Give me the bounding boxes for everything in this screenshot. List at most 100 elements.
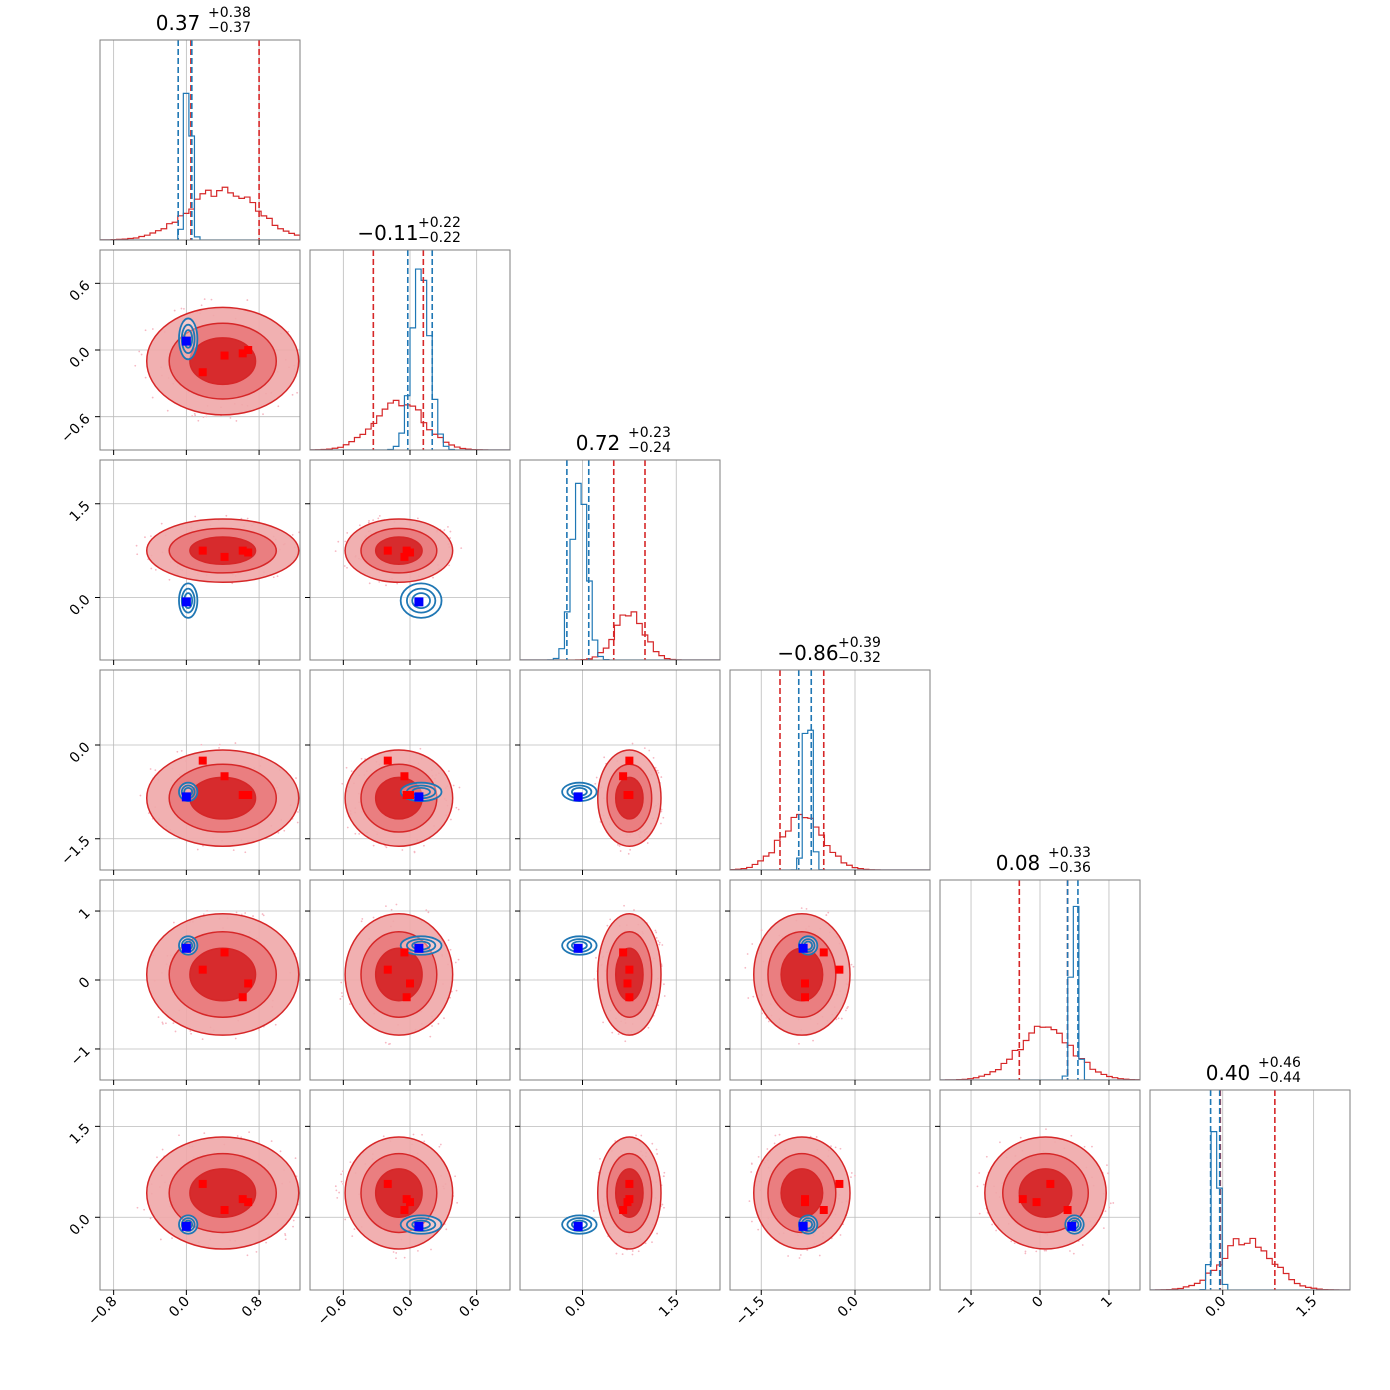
scatter-point bbox=[617, 1033, 620, 1035]
scatter-point bbox=[296, 391, 299, 394]
scatter-point bbox=[351, 1235, 354, 1238]
scatter-point bbox=[150, 567, 153, 570]
scatter-point bbox=[655, 1148, 658, 1151]
scatter-point bbox=[656, 1232, 658, 1235]
scatter-point bbox=[413, 850, 416, 853]
scatter-point bbox=[395, 1252, 398, 1254]
marker-red bbox=[625, 756, 634, 765]
scatter-point bbox=[144, 536, 146, 539]
histogram-blue bbox=[1150, 1131, 1350, 1290]
marker-blue bbox=[414, 943, 424, 953]
scatter-point bbox=[750, 1162, 753, 1165]
scatter-point bbox=[757, 1228, 760, 1231]
scatter-point bbox=[452, 784, 455, 787]
scatter-point bbox=[658, 941, 661, 944]
scatter-point bbox=[340, 981, 343, 984]
scatter-point bbox=[360, 757, 363, 760]
scatter-point bbox=[1081, 1244, 1084, 1246]
scatter-point bbox=[162, 1023, 164, 1025]
panel-0-0: 0.37 +0.38−0.37 bbox=[99, 5, 301, 245]
panel-title-minus: −0.22 bbox=[418, 230, 461, 246]
marker-red bbox=[623, 979, 632, 988]
panel-1-0 bbox=[95, 249, 301, 455]
scatter-point bbox=[644, 1242, 647, 1245]
panel-title-minus: −0.44 bbox=[1258, 1070, 1301, 1086]
scatter-point bbox=[835, 1018, 838, 1021]
scatter-point bbox=[358, 524, 361, 527]
y-tick-label: −1 bbox=[68, 1043, 94, 1069]
scatter-point bbox=[615, 1252, 618, 1255]
scatter-point bbox=[982, 1183, 985, 1186]
scatter-point bbox=[661, 944, 664, 946]
marker-red bbox=[198, 965, 207, 974]
scatter-point bbox=[839, 1234, 842, 1236]
scatter-point bbox=[1035, 1250, 1038, 1253]
y-tick-label: 0.0 bbox=[67, 1212, 94, 1239]
scatter-point bbox=[635, 1134, 637, 1137]
panel-title: 0.40 bbox=[1206, 1061, 1251, 1085]
scatter-point bbox=[240, 1136, 243, 1139]
panel-4-2 bbox=[515, 879, 721, 1085]
scatter-point bbox=[334, 550, 337, 553]
scatter-point bbox=[999, 1141, 1001, 1144]
x-tick-label: 0.0 bbox=[166, 1294, 193, 1321]
contour-red bbox=[189, 337, 257, 386]
scatter-point bbox=[246, 299, 249, 301]
scatter-point bbox=[246, 1254, 249, 1257]
scatter-point bbox=[191, 415, 194, 417]
scatter-point bbox=[291, 534, 294, 536]
scatter-point bbox=[160, 522, 163, 525]
scatter-point bbox=[302, 1197, 304, 1199]
marker-red bbox=[819, 1206, 828, 1214]
scatter-point bbox=[305, 965, 307, 967]
scatter-point bbox=[592, 1210, 595, 1212]
x-tick-label: −1.5 bbox=[733, 1294, 768, 1329]
panel-5-5: 0.40 +0.46−0.44 bbox=[1149, 1055, 1351, 1295]
scatter-point bbox=[284, 1234, 287, 1237]
scatter-point bbox=[156, 1156, 158, 1159]
scatter-point bbox=[640, 1134, 643, 1137]
marker-red bbox=[625, 791, 634, 799]
scatter-point bbox=[460, 547, 463, 549]
marker-red bbox=[619, 1206, 628, 1214]
scatter-point bbox=[272, 576, 275, 579]
scatter-point bbox=[1104, 1210, 1107, 1213]
scatter-point bbox=[834, 1146, 837, 1149]
scatter-point bbox=[180, 749, 183, 752]
marker-red bbox=[1032, 1198, 1041, 1207]
scatter-point bbox=[654, 929, 657, 932]
scatter-point bbox=[378, 514, 381, 517]
scatter-point bbox=[134, 364, 137, 367]
marker-red bbox=[400, 1206, 409, 1214]
scatter-point bbox=[173, 309, 176, 312]
scatter-point bbox=[852, 965, 855, 968]
panel-title: 0.72 bbox=[576, 431, 621, 455]
scatter-point bbox=[774, 1134, 777, 1137]
scatter-point bbox=[294, 1157, 297, 1160]
marker-blue bbox=[181, 792, 191, 802]
marker-red bbox=[238, 1195, 247, 1204]
scatter-point bbox=[609, 918, 612, 921]
scatter-point bbox=[995, 1229, 998, 1232]
marker-blue bbox=[798, 943, 808, 953]
scatter-point bbox=[277, 831, 280, 834]
panel-3-0 bbox=[95, 669, 301, 875]
scatter-point bbox=[389, 1042, 391, 1045]
scatter-point bbox=[1070, 1134, 1073, 1137]
panel-title-minus: −0.32 bbox=[838, 650, 881, 666]
scatter-point bbox=[812, 1039, 814, 1042]
scatter-point bbox=[449, 948, 452, 951]
scatter-point bbox=[850, 1172, 853, 1174]
scatter-point bbox=[378, 580, 381, 583]
contour-red bbox=[780, 947, 824, 1002]
panel-frame bbox=[729, 1089, 931, 1291]
scatter-point bbox=[458, 786, 461, 789]
histogram-red bbox=[1150, 1237, 1350, 1290]
scatter-point bbox=[443, 1017, 445, 1020]
scatter-point bbox=[225, 514, 228, 517]
panel-4-0 bbox=[95, 879, 307, 1085]
scatter-point bbox=[778, 1133, 781, 1136]
marker-red bbox=[220, 772, 229, 781]
panel-frame bbox=[519, 1089, 721, 1291]
